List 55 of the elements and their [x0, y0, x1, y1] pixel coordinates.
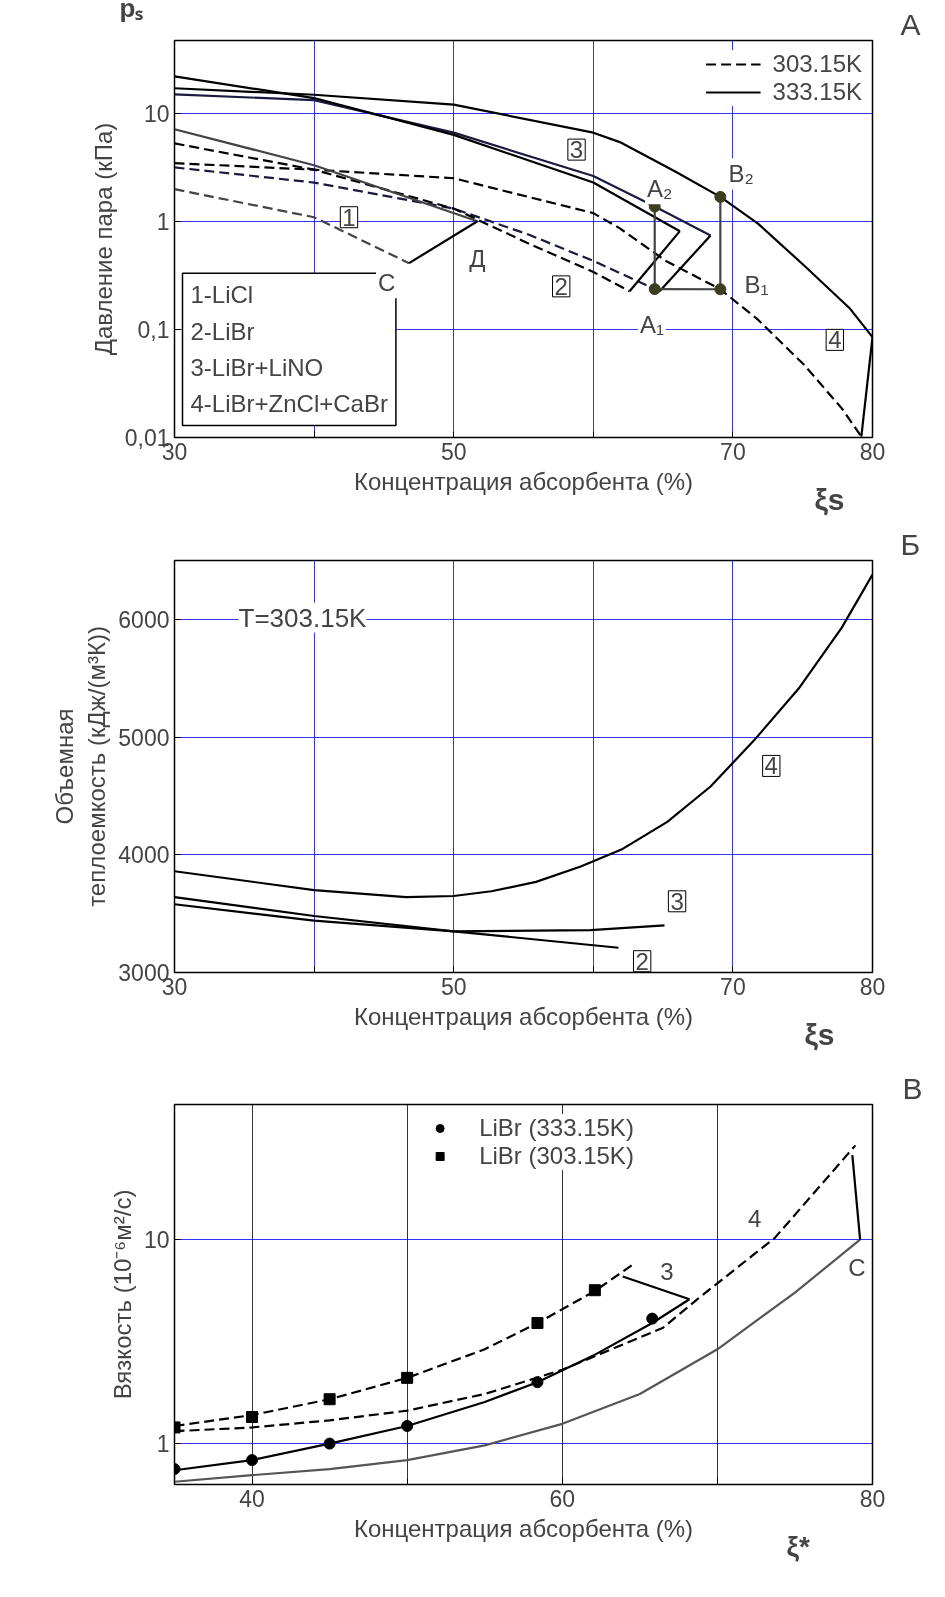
legend-label: 333.15K — [772, 78, 862, 106]
annotation: 1-LiCl — [190, 281, 254, 309]
text: ξs — [814, 482, 845, 516]
annotation: T=303.15K — [238, 602, 368, 633]
y-tick-label: 6000 — [118, 606, 170, 633]
x-tick-label: 70 — [720, 973, 746, 1000]
x-tick-label: 80 — [859, 1485, 886, 1512]
annotation: 2 — [635, 947, 649, 975]
legend-label: 303.15K — [772, 50, 862, 78]
y-tick-label: 0,1 — [137, 316, 170, 343]
annotation: 2-LiBr — [190, 317, 255, 345]
y-tick-label: 10 — [143, 1227, 170, 1254]
x-tick-label: 80 — [859, 973, 886, 1000]
x-axis-title: Концентрация абсорбента (%) — [353, 1002, 694, 1030]
annotation: 4-LiBr+ZnCl+CaBr — [190, 390, 388, 418]
x-tick-label: 50 — [440, 973, 467, 1000]
annotation: 3 — [569, 136, 584, 164]
annotation: B₂ — [728, 160, 754, 188]
text: В — [902, 1071, 923, 1105]
annotation: 3 — [660, 1257, 674, 1285]
x-axis-title: Концентрация абсорбента (%) — [353, 467, 694, 495]
text: pₛ — [119, 0, 144, 23]
annotation: A₁ — [639, 311, 664, 339]
annotation: 1 — [342, 203, 356, 231]
annotation: 3-LiBr+LiNO — [190, 354, 324, 382]
text: Б — [900, 527, 921, 561]
annotation: B₁ — [744, 271, 769, 299]
y-tick-label: 5000 — [118, 724, 170, 751]
y-axis-title: Вязкость (10⁻⁶м²/с) — [108, 1189, 136, 1400]
text: ξ* — [786, 1530, 810, 1562]
legend-label: LiBr (303.15K) — [479, 1142, 634, 1170]
x-tick-label: 50 — [440, 438, 467, 465]
x-tick-label: 40 — [239, 1485, 265, 1512]
x-axis-title: Концентрация абсорбента (%) — [353, 1514, 694, 1542]
annotation: C — [848, 1254, 866, 1282]
y-tick-label: 1 — [156, 1431, 170, 1458]
text: ξs — [804, 1017, 835, 1051]
annotation: 4 — [764, 752, 778, 780]
annotation: 4 — [828, 326, 842, 354]
y-tick-label: 10 — [143, 100, 170, 127]
annotation: C — [378, 269, 396, 297]
text: А — [900, 7, 921, 41]
annotation: 2 — [554, 272, 568, 300]
legend-label: LiBr (333.15K) — [479, 1114, 634, 1142]
y-tick-label: 1 — [156, 208, 170, 235]
y-axis-title: Давление пара (кПа) — [89, 122, 117, 356]
annotation: 4 — [747, 1204, 762, 1232]
y-tick-label: 4000 — [118, 842, 170, 869]
x-tick-label: 80 — [859, 438, 886, 465]
annotation: A₂ — [646, 175, 673, 203]
annotation: Д — [469, 245, 486, 273]
annotation: 3 — [670, 887, 684, 915]
x-tick-label: 60 — [549, 1485, 576, 1512]
y-axis-title: Объемная теплоемкость (кДж/(м³К)) — [50, 626, 111, 907]
x-tick-label: 70 — [720, 438, 746, 465]
